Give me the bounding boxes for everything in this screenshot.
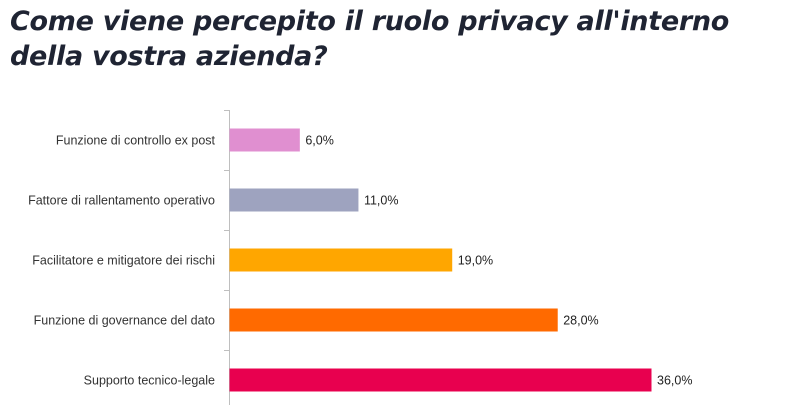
data-label: 6,0% [305, 134, 334, 148]
category-label: Funzione di controllo ex post [56, 134, 216, 148]
category-label: Fattore di rallentamento operativo [28, 194, 215, 208]
chart-title: Come viene percepito il ruolo privacy al… [10, 6, 730, 72]
bar [229, 128, 300, 152]
bar [229, 188, 359, 212]
data-label: 11,0% [364, 194, 399, 208]
bar [229, 248, 453, 272]
data-label: 19,0% [458, 254, 493, 268]
data-label: 28,0% [563, 314, 598, 328]
category-label: Facilitatore e mitigatore dei rischi [32, 254, 215, 268]
category-label: Supporto tecnico-legale [84, 374, 215, 388]
bar [229, 368, 652, 392]
data-label: 36,0% [657, 374, 692, 388]
bar [229, 308, 558, 332]
category-label: Funzione di governance del dato [34, 314, 215, 328]
